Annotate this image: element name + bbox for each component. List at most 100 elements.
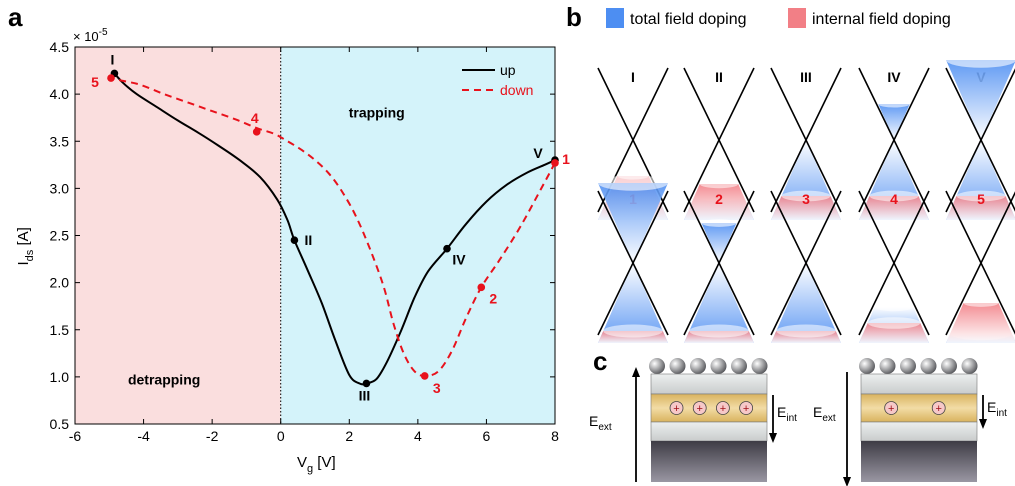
y-tick-label: 3.0 [50, 180, 70, 196]
panel-b-label: b [566, 2, 582, 32]
legend-label-down: down [500, 82, 533, 98]
hole-fill-total [598, 263, 668, 343]
y-tick-label: 1.0 [50, 369, 70, 385]
trap-layer [860, 393, 978, 423]
y-tick-label: 2.0 [50, 275, 70, 291]
hole-fill-internal-surface [867, 317, 921, 329]
band-diagram-II: II [683, 67, 755, 220]
top-electrode-atom [710, 358, 727, 374]
dirac-cone-line [945, 68, 1015, 213]
x-tick-label: 2 [345, 428, 353, 444]
charge-sign: + [743, 403, 749, 415]
panel-a-label: a [8, 2, 23, 32]
band-diagram-label: 4 [890, 191, 898, 207]
top-electrode-atom [751, 358, 768, 374]
point-label-I: I [110, 51, 114, 67]
hole-fill-internal [684, 184, 754, 220]
legend-label-0: total field doping [630, 11, 747, 28]
band-diagrams-panel: total field doping internal field doping I… [597, 8, 1015, 343]
band-diagram-label: 2 [715, 191, 723, 207]
charge-sign: + [673, 403, 679, 415]
legend-label-up: up [500, 62, 516, 78]
ext-field-label-right: Eext [813, 404, 836, 424]
legend-swatch-0 [606, 8, 624, 28]
x-tick-label: 0 [277, 428, 285, 444]
band-diagram-2: 2 [683, 190, 755, 343]
point-II [290, 236, 299, 245]
x-axis-label: Vg [V] [297, 454, 336, 475]
band-diagram-3: 3 [770, 190, 842, 343]
point-label-IV: IV [452, 252, 466, 268]
region-label-detrapping: detrapping [128, 371, 200, 387]
hole-fill-internal-surface [963, 299, 999, 307]
channel-layer [650, 373, 768, 395]
trapped-charge [692, 401, 707, 415]
channel-layer [860, 373, 978, 395]
point-2 [477, 283, 486, 292]
region-label-trapping: trapping [349, 105, 405, 121]
electron-fill-total [878, 104, 910, 140]
point-4 [252, 128, 261, 136]
x-axis-label-unit: [V] [313, 454, 336, 471]
point-label-4: 4 [251, 110, 259, 126]
dirac-cone-line [770, 190, 842, 336]
hole-fill-total [771, 263, 841, 343]
electron-fill-total [598, 183, 668, 263]
point-label-V: V [533, 145, 543, 161]
int-field-label-left: Eint [777, 404, 797, 424]
top-electrode-atom [669, 358, 686, 374]
int-field-label-right-sub: int [996, 408, 1007, 419]
trapped-charge [884, 401, 899, 415]
hole-fill-internal [859, 196, 929, 220]
charge-sign: + [697, 403, 703, 415]
int-field-label-left-sub: int [786, 413, 797, 424]
point-label-3: 3 [433, 380, 441, 396]
y-tick-label: 4.5 [50, 39, 70, 55]
hole-fill-internal-surface [869, 190, 919, 202]
charge-sign: + [720, 403, 726, 415]
y-tick-label: 1.5 [50, 322, 70, 338]
band-diagram-IV: IV [858, 67, 930, 220]
substrate-layer [651, 441, 767, 482]
y-multiplier-exponent: -5 [99, 27, 108, 38]
region-backgrounds: detrapping trapping [75, 47, 555, 424]
point-label-1: 1 [562, 151, 570, 167]
top-electrode-atom [731, 358, 747, 374]
trapped-charge [739, 401, 754, 415]
band-diagram-label: III [800, 69, 812, 85]
band-diagram-1: 1 [597, 175, 669, 343]
axes: -6 -4 -2 0 2 4 6 8 0.5 1.0 1.5 2.0 2.5 3.0 3.5 4.0 4.5× … [15, 27, 559, 475]
dirac-cone-line [770, 67, 842, 213]
x-tick-label: 6 [483, 428, 491, 444]
point-label-II: II [305, 232, 313, 248]
hole-fill-total [684, 263, 754, 343]
electron-fill-total-surface [946, 52, 1015, 68]
point-label-2: 2 [489, 290, 497, 306]
electron-fill-total [701, 223, 737, 263]
point-III [362, 379, 371, 388]
band-diagram-label: 5 [977, 191, 985, 207]
hole-fill-internal-surface [699, 179, 739, 189]
substrate-layer [861, 441, 977, 482]
top-electrode-atom [920, 358, 937, 374]
ext-field-label-left-sub: ext [598, 422, 612, 433]
band-diagram-label: II [715, 69, 723, 85]
hole-fill-internal-surface [603, 324, 663, 338]
hole-fill-total-surface [874, 302, 914, 312]
top-electrode-atom [879, 358, 896, 374]
y-tick-label: 2.5 [50, 228, 70, 244]
y-axis-label-sub: ds [24, 249, 36, 261]
y-axis-label: Ids [A] [15, 227, 36, 265]
band-diagram-III: III [770, 67, 842, 220]
point-IV [443, 244, 451, 253]
device-right: + + [859, 358, 978, 482]
series-up [113, 72, 556, 386]
y-multiplier: × 10-5 [73, 27, 108, 44]
electron-fill-total-surface [598, 175, 668, 191]
x-tick-label: 4 [414, 428, 422, 444]
hole-fill-internal-surface [776, 324, 836, 338]
hole-fill-internal [859, 323, 929, 343]
device-left: + + + + [649, 358, 768, 482]
top-electrode-atom [690, 358, 706, 374]
